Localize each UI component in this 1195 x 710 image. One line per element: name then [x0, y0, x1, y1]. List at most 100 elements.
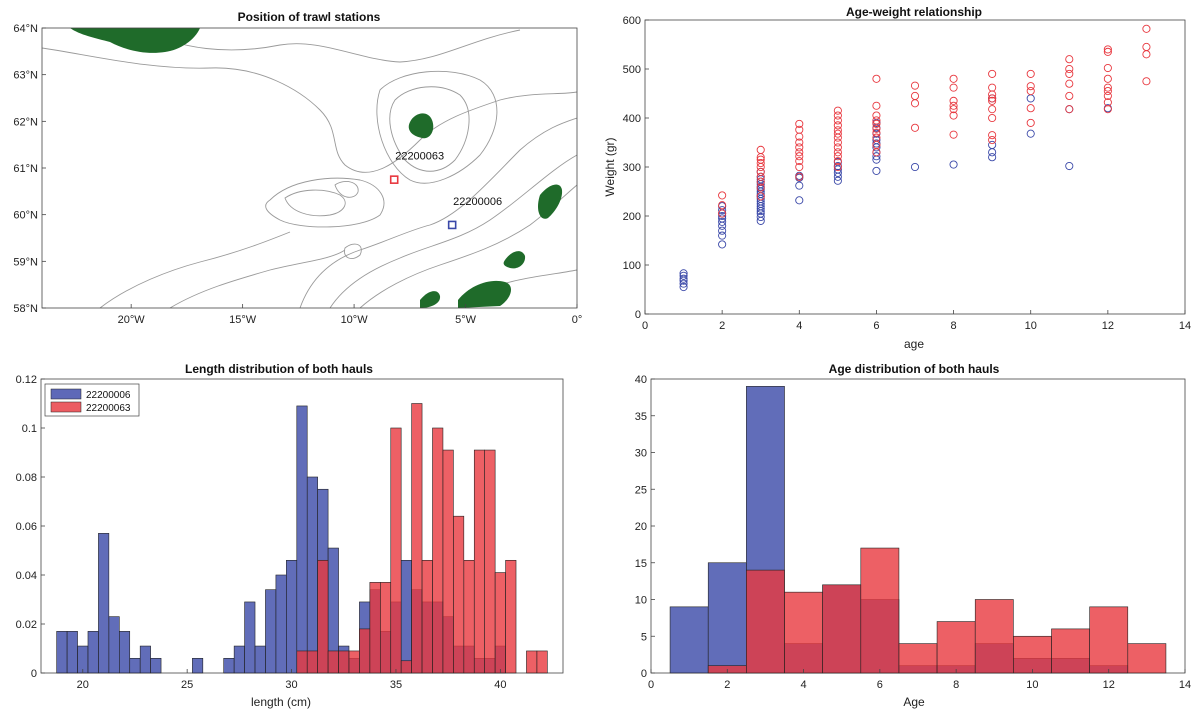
age-x-tick-label: 8 — [953, 679, 959, 691]
scatter-point — [1103, 74, 1112, 83]
age-x-tick-label: 14 — [1179, 679, 1191, 691]
scatter-point — [988, 113, 997, 123]
length-bar-22200063 — [379, 582, 392, 674]
scatter-point — [949, 101, 958, 110]
length-bar-22200063 — [411, 403, 423, 674]
map-y-tick-label: 63°N — [13, 70, 38, 82]
map-x-tick-label: 15°W — [229, 314, 257, 326]
map-x-tick-label: 5°W — [455, 314, 477, 326]
station-label-22200006: 22200006 — [453, 196, 502, 208]
scatter-point — [949, 130, 958, 139]
scatter-point — [949, 160, 958, 169]
scatter-y-tick-label: 600 — [623, 15, 641, 27]
scatter-point — [833, 148, 842, 157]
scatter-point — [1026, 118, 1035, 127]
scatter-point — [910, 91, 920, 100]
scatter-point — [988, 135, 997, 145]
scatter-point — [833, 152, 842, 161]
length-bar-22200006 — [56, 631, 68, 674]
length-bar-22200063 — [306, 650, 318, 674]
map-x-tick-label: 20°W — [118, 314, 146, 326]
length-legend: 22200006 22200063 — [44, 383, 140, 417]
scatter-point — [1103, 45, 1112, 54]
scatter-point — [1103, 47, 1112, 56]
scatter-x-tick-label: 8 — [951, 320, 957, 332]
station-marker-22200063 — [389, 175, 399, 184]
scatter-x-tick-label: 6 — [873, 320, 879, 332]
length-bar-22200063 — [442, 449, 454, 674]
scatter-point — [1026, 69, 1035, 78]
station-marker-22200006 — [447, 220, 457, 230]
age-y-tick-label: 20 — [635, 521, 647, 533]
age-x-tick-label: 4 — [801, 679, 807, 691]
length-bar-22200063 — [296, 650, 308, 674]
map-panel: Position of trawl stations — [13, 10, 582, 326]
scatter-point — [872, 119, 881, 128]
length-bar-22200006 — [77, 645, 89, 674]
age-bar-22200006 — [669, 606, 709, 674]
scatter-point — [756, 155, 765, 164]
scatter-point — [718, 209, 727, 218]
age-y-tick-label: 10 — [635, 595, 647, 607]
length-bar-22200006 — [306, 476, 318, 674]
scatter-point — [718, 211, 727, 221]
age-y-tick-label: 35 — [635, 411, 647, 423]
length-x-tick-label: 25 — [181, 679, 193, 691]
length-title: Length distribution of both hauls — [185, 362, 373, 376]
scatter-point — [872, 74, 881, 83]
scatter-point — [1142, 24, 1151, 33]
scatter-point — [795, 148, 804, 157]
age-xlabel: Age — [903, 695, 925, 709]
age-histogram-panel: Age distribution of both hauls Age 0 2 4 6 8… — [635, 362, 1191, 709]
length-bar-22200006 — [66, 631, 78, 674]
scatter-point — [872, 128, 881, 137]
age-bar-22200063 — [822, 584, 862, 674]
scatter-y-tick-label: 200 — [623, 211, 641, 223]
length-bar-22200063 — [359, 628, 371, 674]
scatter-point — [1142, 77, 1151, 86]
scatter-point — [1026, 129, 1035, 138]
length-bar-22200006 — [98, 533, 110, 674]
age-bar-22200063 — [898, 643, 938, 674]
scatter-point — [1065, 64, 1074, 74]
scatter-point — [833, 138, 842, 147]
scatter-title: Age-weight relationship — [846, 5, 982, 19]
length-bar-22200063 — [421, 559, 433, 674]
scatter-point — [1026, 104, 1035, 113]
scatter-point — [756, 183, 765, 192]
scatter-point — [795, 196, 804, 205]
scatter-point — [949, 111, 958, 120]
scatter-point — [756, 167, 765, 176]
map-title: Position of trawl stations — [238, 10, 381, 24]
scatter-point — [988, 131, 997, 140]
scatter-x-tick-label: 14 — [1179, 320, 1191, 332]
scatter-point — [756, 192, 765, 201]
scatter-point — [910, 99, 920, 108]
length-bar-22200006 — [192, 657, 204, 674]
length-y-tick-label: 0.02 — [16, 619, 37, 631]
scatter-frame — [644, 19, 1186, 315]
scatter-point — [1103, 87, 1112, 96]
scatter-point — [833, 126, 842, 135]
scatter-point — [988, 148, 997, 157]
scatter-point — [718, 201, 727, 210]
scatter-point — [833, 157, 842, 166]
age-bar-22200063 — [1089, 606, 1129, 674]
scatter-point — [718, 214, 727, 223]
scatter-point — [1142, 42, 1151, 52]
scatter-point — [756, 145, 765, 154]
age-y-tick-label: 30 — [635, 448, 647, 460]
scatter-point — [795, 181, 804, 190]
scatter-point — [833, 162, 842, 172]
scatter-point — [795, 152, 804, 161]
map-y-tick-label: 59°N — [13, 256, 38, 268]
length-bar-22200006 — [129, 657, 141, 674]
scatter-point — [1026, 87, 1035, 96]
map-x-tick-label: 0° — [572, 314, 583, 326]
scatter-point — [1065, 161, 1074, 171]
scatter-point — [1142, 50, 1151, 59]
age-bar-22200006 — [707, 562, 747, 674]
scatter-point — [718, 217, 727, 226]
age-bar-22200063 — [1127, 643, 1167, 674]
scatter-point — [872, 152, 881, 161]
